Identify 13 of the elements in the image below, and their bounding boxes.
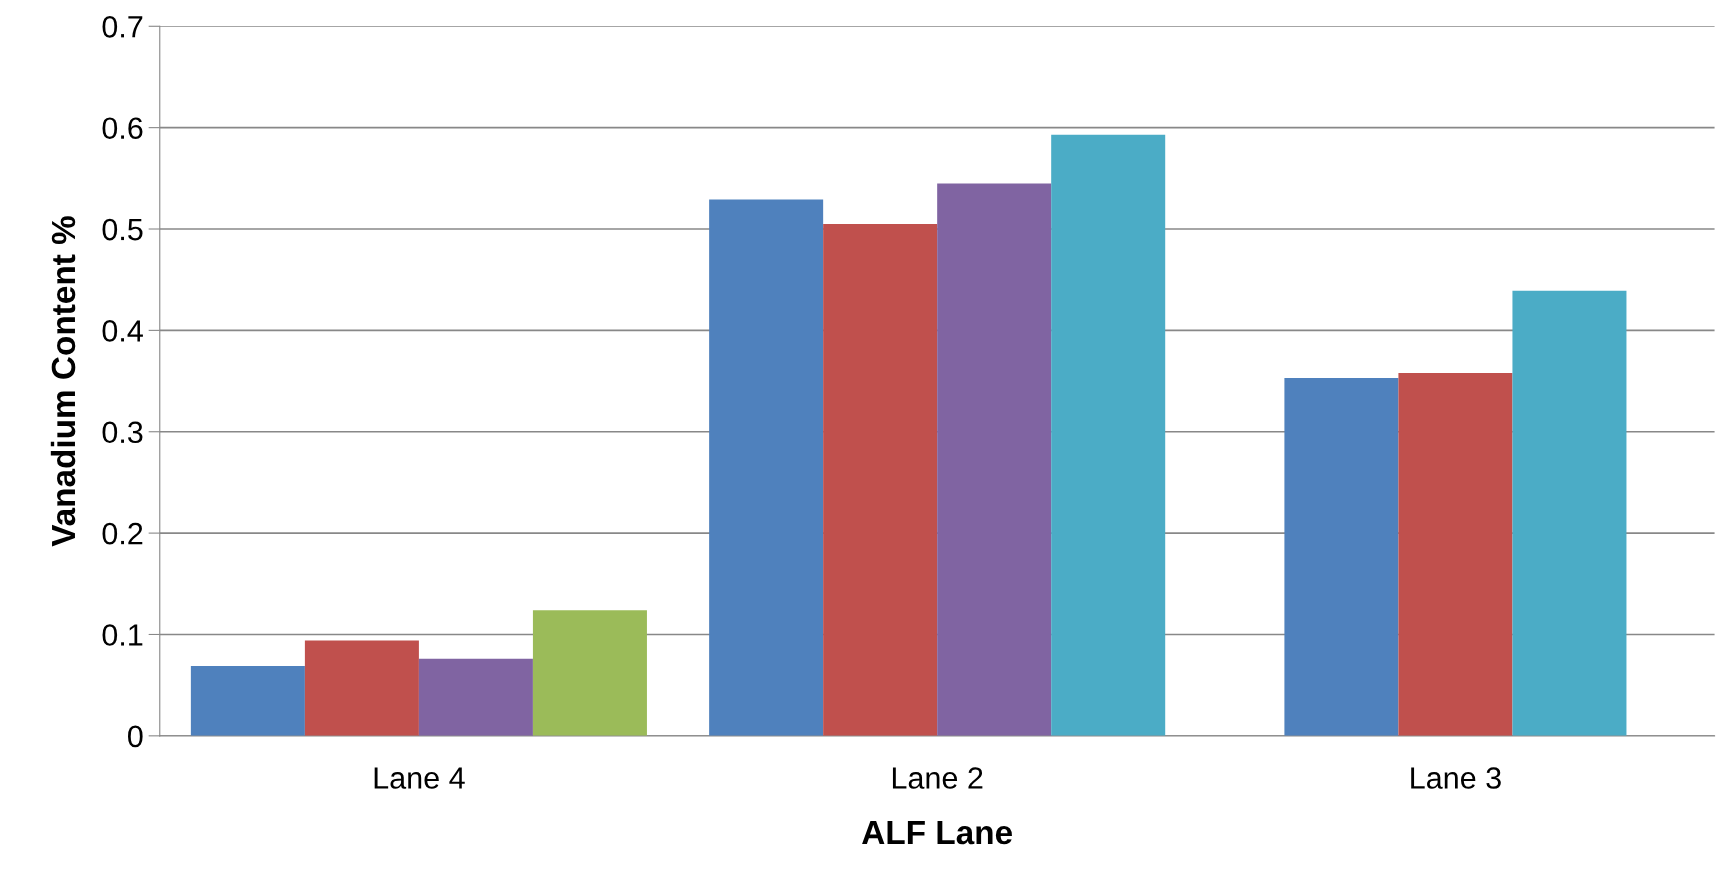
y-tick-label: 0.3 [102, 421, 143, 444]
y-axis-title: Vanadium Content % [50, 216, 76, 547]
y-tick-label: 0.2 [102, 522, 143, 545]
x-tick-label: Lane 4 [374, 767, 465, 789]
y-tick-label: 0.7 [102, 16, 143, 38]
y-tick-label: 0.6 [102, 117, 143, 140]
y-tick-label: 0 [128, 725, 143, 748]
y-tick-label: 0.4 [102, 320, 143, 342]
x-axis-title: ALF Lane [862, 821, 1012, 845]
x-tick-label: Lane 3 [1411, 767, 1501, 789]
y-tick-label: 0.5 [102, 218, 143, 241]
x-tick-label: Lane 2 [892, 767, 983, 789]
y-tick-label: 0.1 [102, 624, 143, 646]
